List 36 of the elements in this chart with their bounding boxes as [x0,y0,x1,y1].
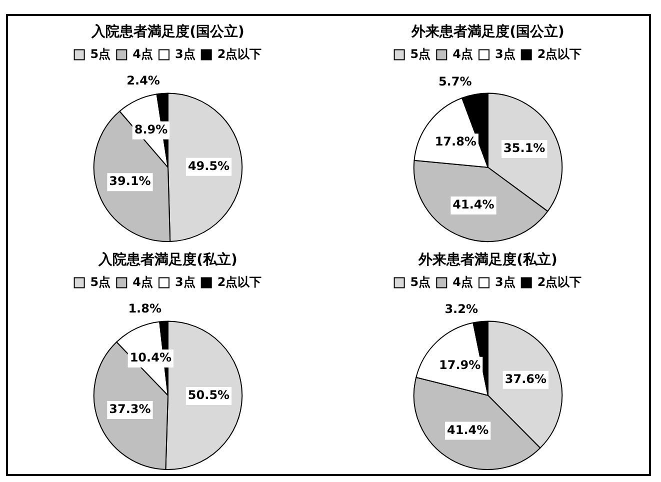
data-label: 49.5% [188,158,230,173]
legend-label: 4点 [132,46,154,61]
legend-label: 5点 [410,274,431,289]
chart-title: 入院患者満足度(私立) [98,251,238,268]
data-label: 37.6% [504,372,547,386]
legend-label: 2点以下 [217,46,262,61]
data-label: 41.4% [452,198,494,212]
legend-label: 2点以下 [217,274,262,289]
data-label: 1.8% [128,302,162,316]
chart-title: 入院患者満足度(国公立) [90,23,244,40]
legend-label: 2点以下 [537,46,582,61]
data-label: 17.8% [434,134,476,149]
data-label: 8.9% [134,122,168,136]
data-label: 39.1% [109,174,151,188]
data-label: 37.3% [109,402,151,416]
data-label: 41.4% [447,422,489,437]
legend-label: 4点 [132,274,154,289]
data-label: 17.9% [439,358,481,372]
legend-label: 5点 [410,46,431,61]
data-label: 5.7% [438,74,472,89]
legend-label: 2点以下 [537,274,582,289]
legend-label: 5点 [90,274,111,289]
chart-title: 外来患者満足度(国公立) [410,23,564,40]
legend-label: 3点 [175,274,196,289]
legend-label: 4点 [452,274,474,289]
data-label: 35.1% [504,141,546,156]
legend-label: 4点 [452,46,474,61]
legend-label: 3点 [495,46,516,61]
legend-label: 3点 [495,274,516,289]
legend-label: 3点 [175,46,196,61]
data-label: 3.2% [444,302,478,316]
legend-label: 5点 [90,46,111,61]
data-label: 2.4% [126,74,160,88]
chart-title: 外来患者満足度(私立) [418,251,558,268]
data-label: 10.4% [130,350,172,365]
data-label: 50.5% [188,388,230,402]
